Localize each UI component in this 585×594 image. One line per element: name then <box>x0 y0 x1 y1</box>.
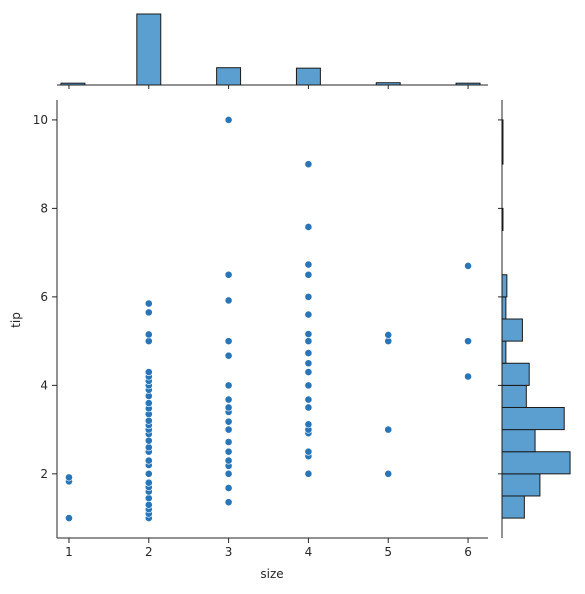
data-point <box>224 270 233 279</box>
data-point <box>224 469 233 478</box>
data-point <box>65 473 73 482</box>
data-point <box>144 399 153 407</box>
data-point <box>384 469 393 478</box>
data-point <box>144 337 153 346</box>
y-marginal-bar <box>501 274 508 298</box>
data-point <box>224 425 233 434</box>
y-tick-label: 10 <box>33 113 48 127</box>
y-marginal-bar <box>501 406 565 431</box>
data-point <box>304 160 313 169</box>
data-point <box>144 478 153 487</box>
data-point <box>144 308 153 317</box>
x-marginal-bar <box>375 82 401 86</box>
x-marginal-bar <box>295 67 321 86</box>
data-point <box>144 500 153 509</box>
y-marginal-bar <box>501 495 525 519</box>
y-marginal-bar <box>501 207 504 232</box>
x-axis-label: size <box>260 567 283 581</box>
y-marginal-bar <box>501 141 504 165</box>
data-point <box>304 310 313 319</box>
y-tick-label: 8 <box>40 201 48 215</box>
x-marginal-bar <box>60 82 86 86</box>
y-marginal-histogram <box>498 100 571 538</box>
data-point <box>144 299 153 308</box>
x-tick-label: 6 <box>464 545 472 559</box>
data-point <box>304 270 313 279</box>
data-point <box>224 116 233 124</box>
x-marginal-bar <box>136 13 162 86</box>
data-point <box>224 403 233 412</box>
data-point <box>224 447 233 456</box>
data-point <box>65 514 73 522</box>
data-point <box>304 469 313 478</box>
data-point <box>224 395 233 404</box>
data-point <box>304 330 313 338</box>
data-point <box>304 381 313 390</box>
y-marginal-bar <box>501 318 523 342</box>
data-point <box>224 417 233 426</box>
data-point <box>224 381 233 390</box>
data-point <box>304 337 313 346</box>
x-marginal-histogram <box>57 13 488 89</box>
data-point <box>464 262 472 270</box>
data-point <box>144 368 153 376</box>
data-point <box>144 456 153 465</box>
data-point <box>384 331 393 339</box>
data-point <box>144 494 153 503</box>
data-point <box>304 447 313 456</box>
y-marginal-bar <box>501 384 527 408</box>
x-tick-label: 1 <box>65 545 73 559</box>
x-tick-label: 2 <box>145 545 153 559</box>
y-marginal-bar <box>501 429 536 453</box>
x-marginal-bar <box>216 67 242 86</box>
data-point <box>224 456 233 465</box>
data-point <box>224 498 233 507</box>
y-tick-label: 4 <box>40 378 48 392</box>
x-tick-label: 3 <box>225 545 233 559</box>
y-marginal-bar <box>501 451 571 475</box>
data-point <box>384 425 393 434</box>
data-point <box>224 296 233 305</box>
y-marginal-bar <box>501 296 507 320</box>
data-point <box>224 351 233 360</box>
y-marginal-bar <box>501 119 504 143</box>
axes: 1 2 3 4 5 6 2 4 6 8 10 <box>33 100 488 559</box>
data-point <box>464 372 472 381</box>
data-point <box>144 416 153 425</box>
data-point <box>304 260 313 269</box>
y-marginal-bar <box>501 362 530 386</box>
y-tick-label: 2 <box>40 467 48 481</box>
data-point <box>304 395 313 404</box>
y-tick-label: 6 <box>40 290 48 304</box>
x-tick-label: 4 <box>305 545 313 559</box>
scatter-plot <box>65 116 472 522</box>
data-point <box>144 436 153 445</box>
data-point <box>224 438 233 446</box>
data-point <box>304 368 313 376</box>
data-point <box>304 349 313 357</box>
data-point <box>304 292 313 301</box>
y-marginal-bar <box>501 473 541 497</box>
y-marginal-bar <box>501 340 507 364</box>
data-point <box>144 330 153 339</box>
data-point <box>304 420 313 429</box>
data-point <box>304 359 313 368</box>
x-marginal-bar <box>455 82 481 86</box>
data-point <box>224 337 233 346</box>
data-point <box>144 469 153 478</box>
y-axis-label: tip <box>9 312 23 328</box>
data-point <box>464 337 472 346</box>
data-point <box>304 403 313 412</box>
data-point <box>304 223 313 231</box>
data-point <box>224 484 233 492</box>
x-tick-label: 5 <box>384 545 392 559</box>
data-point <box>144 443 153 452</box>
